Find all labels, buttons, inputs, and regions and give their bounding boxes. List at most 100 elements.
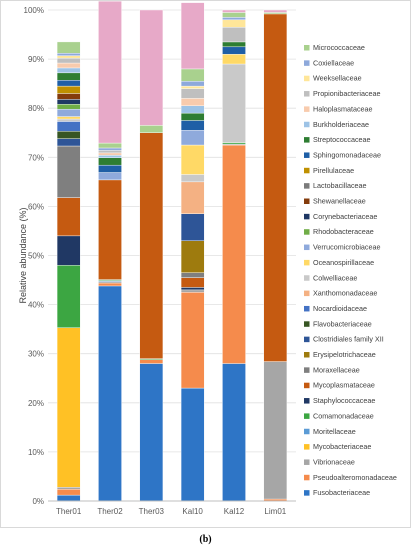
legend-swatch — [304, 137, 310, 143]
legend-swatch — [304, 244, 310, 251]
x-tick-label: Kal12 — [224, 507, 245, 516]
legend-swatch — [304, 398, 310, 404]
legend-swatch — [304, 259, 310, 266]
legend: Micrococcaceae Coxiellaceae Weeksellaceae P… — [304, 43, 397, 497]
bar-segment — [139, 125, 164, 133]
legend-label: Lactobacillaceae — [313, 181, 367, 190]
bar-segment — [56, 145, 81, 198]
legend-swatch — [304, 474, 310, 481]
bar-segment — [180, 112, 205, 121]
legend-label: Xanthomonadaceae — [313, 289, 377, 298]
bar-segment — [56, 80, 81, 87]
legend-label: Mycoplasmataceae — [313, 381, 375, 390]
bar-segment — [180, 80, 205, 87]
legend-label: Pseudoalteromonadaceae — [313, 473, 397, 482]
legend-label: Flavobacteriaceae — [313, 319, 372, 328]
x-tick-label: Ther02 — [97, 507, 123, 516]
legend-label: Propionibacteriaceae — [313, 89, 381, 98]
legend-swatch — [304, 305, 310, 312]
bar-segment — [222, 9, 246, 13]
bar-segment — [180, 88, 205, 99]
bar-segment — [263, 9, 288, 13]
legend-label: Vibrionaceae — [313, 457, 355, 466]
bar-segment — [222, 41, 246, 48]
legend-swatch — [304, 121, 310, 128]
bar-segment — [222, 17, 246, 21]
bar-segment — [56, 138, 81, 147]
y-tick-label: 50% — [28, 252, 44, 261]
bar-segment — [56, 118, 81, 122]
bar-segment — [56, 487, 81, 490]
legend-swatch — [304, 45, 310, 51]
legend-swatch — [304, 459, 310, 465]
bar-segment — [56, 489, 81, 496]
legend-swatch — [304, 367, 310, 373]
bar-segment — [180, 292, 205, 389]
bar-segment — [56, 104, 81, 110]
bar-segment — [56, 41, 81, 54]
legend-label: Fusobacteriaceae — [313, 488, 370, 497]
bar-segment — [180, 289, 205, 293]
legend-label: Erysipelotrichaceae — [313, 350, 376, 359]
bar-segment — [180, 85, 205, 89]
legend-swatch — [304, 382, 310, 389]
y-tick-label: 30% — [28, 350, 44, 359]
bar-segment — [56, 197, 81, 237]
bar-segment — [98, 281, 122, 284]
bar-segment — [263, 12, 288, 15]
bar-segment — [222, 46, 246, 55]
bar-segment — [180, 387, 205, 502]
bar-segment — [98, 164, 122, 173]
bar-segment — [56, 85, 81, 94]
legend-swatch — [304, 152, 310, 158]
legend-swatch — [304, 490, 310, 496]
bar-segment — [56, 116, 81, 120]
legend-swatch — [304, 336, 310, 343]
bar-segment — [180, 240, 205, 273]
x-tick-label: Lim01 — [264, 507, 286, 516]
bar-segment — [139, 359, 164, 364]
bar-segment — [56, 131, 81, 139]
bar-segment — [222, 12, 246, 18]
bar-segment — [56, 108, 81, 117]
bar-segment — [56, 99, 81, 105]
y-tick-label: 60% — [28, 202, 44, 211]
y-tick-label: 70% — [28, 153, 44, 162]
bar-segment — [139, 363, 164, 502]
bar-segment — [222, 144, 246, 364]
bar-segment — [56, 265, 81, 328]
bar-segment — [222, 142, 246, 145]
bar-segment — [56, 121, 81, 132]
legend-label: Moritellaceae — [313, 427, 356, 436]
bar-segment — [98, 150, 122, 154]
legend-swatch — [304, 75, 310, 82]
bar-segment — [98, 147, 122, 151]
bar-segment — [222, 19, 246, 28]
x-tick-label: Kal10 — [182, 507, 203, 516]
bar-segment — [180, 287, 205, 291]
legend-label: Burkholderiaceae — [313, 120, 369, 129]
y-tick-label: 0% — [32, 497, 44, 506]
legend-swatch — [304, 106, 310, 112]
bar-segment — [139, 9, 164, 126]
legend-swatch — [304, 60, 310, 66]
bar-segment — [56, 327, 81, 488]
axes: 0% 10% 20% 30% 40% 50% 60% 70% 80% 90% 100% Relativ… — [18, 6, 296, 516]
legend-swatch — [304, 321, 310, 327]
bar-segment — [56, 93, 81, 100]
legend-swatch — [304, 352, 310, 358]
y-tick-label: 80% — [28, 104, 44, 113]
legend-label: Mycobacteriaceae — [313, 442, 371, 451]
bar-segment — [98, 285, 122, 502]
bar-segment — [56, 235, 81, 266]
bar-segment — [98, 0, 122, 144]
legend-swatch — [304, 229, 310, 235]
bar-segment — [180, 98, 205, 106]
legend-label: Pirellulaceae — [313, 166, 354, 175]
bar-segment — [180, 277, 205, 288]
legend-swatch — [304, 91, 310, 97]
y-tick-label: 100% — [24, 6, 44, 15]
bar-segment — [98, 155, 122, 158]
legend-swatch — [304, 290, 310, 297]
y-tick-label: 90% — [28, 55, 44, 64]
